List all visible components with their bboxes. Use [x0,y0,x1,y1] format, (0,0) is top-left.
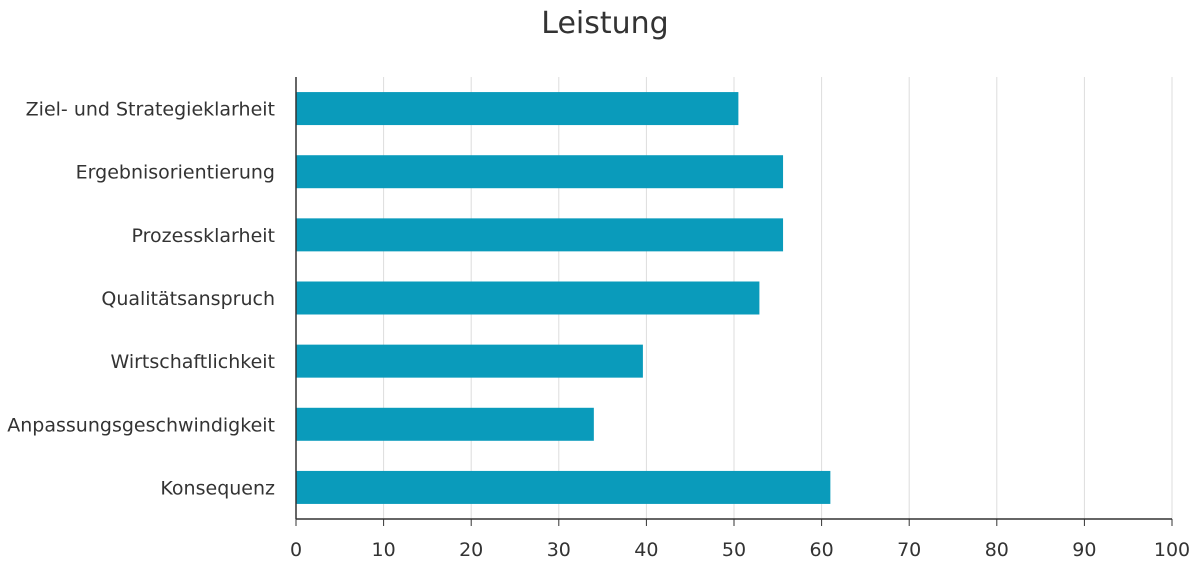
x-tick-label: 80 [985,539,1009,561]
x-tick-label: 100 [1154,539,1190,561]
category-label: Prozessklarheit [132,225,275,247]
tick-labels: 0 10 20 30 40 50 60 70 80 90 100 [290,539,1190,561]
bar [296,218,784,252]
category-label: Wirtschaftlichkeit [110,351,275,373]
bar [296,281,760,315]
category-label: Ergebnisorientierung [76,162,275,184]
x-tick-label: 20 [459,539,483,561]
bar [296,344,643,378]
category-label: Qualitätsanspruch [101,288,275,310]
x-tick-label: 70 [897,539,921,561]
bars [296,92,831,504]
category-label: Anpassungsgeschwindigkeit [7,414,275,436]
bar [296,155,784,189]
chart-title: Leistung [541,6,669,41]
x-tick-label: 50 [722,539,746,561]
category-label: Ziel- und Strategieklarheit [26,99,275,121]
bar [296,407,594,441]
bar [296,470,831,504]
category-labels: Ziel- und Strategieklarheit Ergebnisorien… [7,99,275,500]
axes [295,77,1173,526]
x-tick-label: 10 [372,539,396,561]
x-tick-label: 60 [810,539,834,561]
x-tick-label: 30 [547,539,571,561]
x-tick-label: 0 [290,539,302,561]
bar [296,92,739,126]
category-label: Konsequenz [160,477,275,499]
x-tick-label: 90 [1072,539,1096,561]
x-tick-label: 40 [634,539,658,561]
